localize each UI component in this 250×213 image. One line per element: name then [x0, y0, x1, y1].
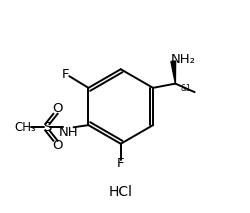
- Polygon shape: [171, 61, 175, 83]
- Text: CH₃: CH₃: [15, 121, 36, 134]
- Text: NH: NH: [58, 126, 78, 139]
- Text: S: S: [44, 121, 52, 134]
- Text: F: F: [117, 157, 124, 170]
- Text: NH₂: NH₂: [171, 53, 196, 66]
- Text: O: O: [52, 139, 62, 152]
- Text: HCl: HCl: [109, 185, 133, 199]
- Text: F: F: [62, 68, 69, 81]
- Text: O: O: [52, 102, 62, 115]
- Text: &1: &1: [181, 84, 192, 94]
